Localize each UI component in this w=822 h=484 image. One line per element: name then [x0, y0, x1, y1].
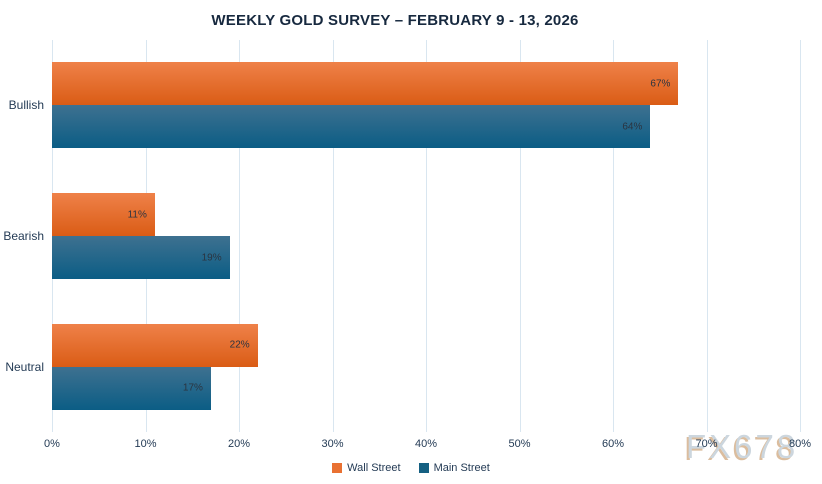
- plot-area: 67% 64% 11% 19% 22% 17%: [52, 40, 801, 432]
- x-tick-label: 20%: [227, 438, 251, 450]
- category-label-bullish: Bullish: [8, 98, 44, 113]
- gridline: [706, 40, 708, 432]
- legend-swatch-wall-street: [332, 463, 343, 473]
- bar-value-label: 17%: [182, 382, 203, 394]
- category-label-bearish: Bearish: [3, 229, 44, 243]
- bar-value-label: 19%: [201, 252, 222, 263]
- gridline: [519, 40, 521, 432]
- legend-label: Wall Street: [347, 462, 401, 474]
- gridline: [239, 40, 240, 432]
- bar-main-street-bearish: 19%: [52, 236, 230, 279]
- x-tick-label: 10%: [134, 438, 157, 450]
- bar-wall-street-bearish: 11%: [52, 193, 155, 236]
- bar-value-label: 22%: [229, 339, 250, 351]
- watermark-fx678: FX678: [686, 428, 799, 465]
- legend-item-wall-street: Wall Street: [332, 462, 401, 474]
- bar-value-label: 11%: [127, 209, 147, 220]
- legend-swatch-main-street: [418, 463, 429, 473]
- x-tick-label: 60%: [601, 438, 625, 450]
- x-tick-label: 30%: [321, 438, 344, 450]
- category-label-neutral: Neutral: [5, 359, 44, 374]
- gridline: [426, 40, 427, 432]
- gridline: [800, 40, 801, 432]
- bar-wall-street-bullish: 67%: [52, 62, 679, 106]
- bar-value-label: 67%: [650, 78, 671, 90]
- bar-wall-street-neutral: 22%: [52, 323, 258, 367]
- bar-value-label: 64%: [622, 121, 643, 133]
- x-tick-label: 0%: [44, 438, 60, 450]
- gridline: [613, 40, 614, 432]
- legend-item-main-street: Main Street: [418, 462, 490, 474]
- legend-label: Main Street: [433, 462, 490, 474]
- x-tick-label: 70%: [695, 438, 718, 450]
- legend: Wall Street Main Street: [0, 462, 822, 474]
- bar-main-street-neutral: 17%: [52, 366, 211, 410]
- x-tick-label: 50%: [508, 438, 531, 450]
- gridline: [332, 40, 334, 432]
- bar-main-street-bullish: 64%: [52, 105, 651, 149]
- x-tick-label: 40%: [414, 438, 438, 450]
- x-tick-label: 80%: [788, 438, 812, 450]
- chart-title: WEEKLY GOLD SURVEY – FEBRUARY 9 - 13, 20…: [211, 12, 579, 29]
